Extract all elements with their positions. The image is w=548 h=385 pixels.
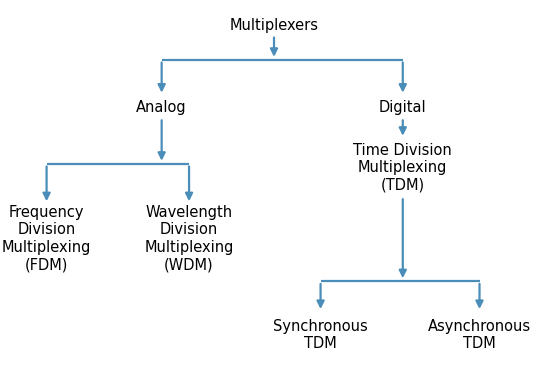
Text: Frequency
Division
Multiplexing
(FDM): Frequency Division Multiplexing (FDM) — [2, 205, 92, 272]
Text: Multiplexers: Multiplexers — [230, 18, 318, 32]
Text: Synchronous
TDM: Synchronous TDM — [273, 319, 368, 351]
Text: Analog: Analog — [136, 100, 187, 115]
Text: Time Division
Multiplexing
(TDM): Time Division Multiplexing (TDM) — [353, 142, 452, 192]
Text: Wavelength
Division
Multiplexing
(WDM): Wavelength Division Multiplexing (WDM) — [144, 205, 234, 272]
Text: Asynchronous
TDM: Asynchronous TDM — [428, 319, 531, 351]
Text: Digital: Digital — [379, 100, 426, 115]
